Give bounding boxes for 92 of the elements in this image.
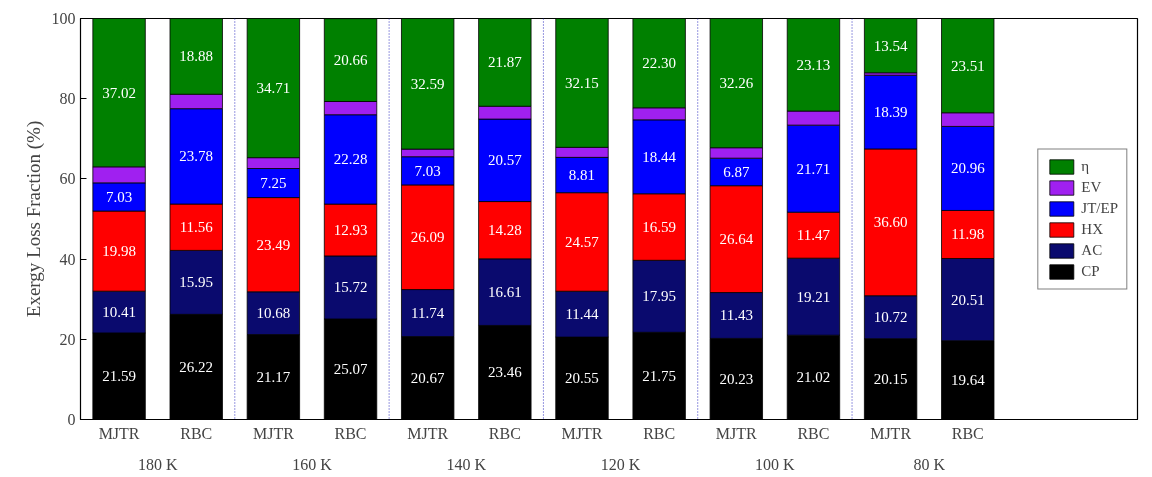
data-label: 36.60 [873, 214, 908, 231]
data-label: 17.95 [642, 288, 677, 305]
text: 80 K [913, 455, 946, 473]
data-label: 20.67 [410, 370, 446, 387]
legend-label: η [1081, 157, 1091, 175]
data-label: 16.59 [642, 219, 677, 236]
data-label: 18.88 [179, 48, 214, 65]
data-label: 15.95 [179, 274, 214, 291]
data-label: 20.55 [565, 370, 599, 387]
data-label: 22.28 [333, 151, 368, 168]
data-label: 11.98 [951, 226, 985, 243]
data-label: 21.87 [487, 54, 523, 71]
data-label: 13.54 [873, 37, 908, 54]
data-label: 22.30 [642, 55, 677, 72]
data-label: 20.15 [873, 371, 908, 388]
text: 140 K [446, 455, 487, 473]
data-label: 12.93 [333, 222, 368, 239]
x-tick-label: MJTR [561, 424, 603, 442]
data-label: 7.03 [105, 188, 133, 205]
y-tick-label: 60 [59, 170, 76, 188]
data-label: 7.03 [414, 162, 441, 179]
x-tick-label: MJTR [98, 424, 140, 442]
text: 160 K [292, 455, 333, 473]
data-label: 20.23 [719, 370, 754, 387]
data-label: 8.81 [568, 167, 596, 184]
data-label: 7.25 [260, 175, 287, 192]
legend-label: EV [1081, 178, 1102, 196]
data-label: 20.96 [950, 160, 986, 177]
data-label: 15.72 [333, 279, 368, 296]
y-tick-label: 100 [51, 10, 76, 27]
data-label: 19.21 [796, 288, 831, 305]
data-label: 11.44 [565, 306, 600, 323]
y-tick-label: 20 [59, 330, 76, 348]
data-label: 26.09 [410, 229, 445, 246]
data-label: 6.87 [723, 163, 750, 180]
data-label: 25.07 [333, 361, 368, 378]
data-label: 20.57 [487, 152, 523, 169]
legend-label: JT/EP [1081, 199, 1118, 217]
data-label: 21.59 [102, 368, 136, 385]
text: 100 K [755, 455, 796, 473]
x-tick-label: RBC [643, 424, 676, 442]
data-label: 14.28 [487, 222, 522, 239]
data-label: 16.61 [487, 284, 522, 301]
data-label: 11.47 [796, 227, 831, 244]
data-label: 18.39 [873, 104, 908, 121]
data-label: 21.71 [796, 160, 831, 177]
data-label: 20.51 [950, 291, 985, 308]
data-label: 19.64 [950, 372, 986, 389]
legend-label: CP [1081, 262, 1101, 280]
data-label: 23.49 [256, 236, 291, 253]
data-label: 11.56 [179, 219, 214, 236]
data-label: 21.75 [642, 367, 677, 384]
x-tick-label: RBC [334, 424, 367, 442]
data-label: 32.15 [565, 74, 599, 91]
y-tick-label: 80 [59, 90, 76, 108]
data-label: 23.51 [950, 57, 985, 74]
y-axis-title: Exergy Loss Fraction (%) [22, 120, 45, 318]
data-label: 26.64 [719, 231, 754, 248]
data-label: 11.43 [719, 307, 753, 324]
x-tick-label: MJTR [870, 424, 912, 442]
x-tick-label: RBC [797, 424, 830, 442]
x-tick-label: RBC [951, 424, 984, 442]
data-label: 23.78 [179, 148, 214, 165]
data-label: 37.02 [102, 84, 136, 101]
x-tick-label: MJTR [407, 424, 449, 442]
data-label: 23.46 [487, 364, 523, 381]
legend-label: AC [1081, 241, 1103, 259]
legend-label: HX [1081, 220, 1103, 238]
x-tick-label: RBC [180, 424, 213, 442]
data-label: 32.26 [719, 75, 754, 92]
data-label: 21.17 [256, 369, 291, 386]
text: 120 K [600, 455, 641, 473]
x-tick-label: MJTR [252, 424, 295, 442]
text: 180 K [137, 455, 178, 473]
data-label: 20.66 [333, 52, 368, 69]
data-label: 32.59 [410, 75, 445, 92]
data-label: 10.68 [256, 305, 291, 322]
data-label: 26.22 [179, 358, 214, 375]
data-label: 21.02 [796, 369, 831, 386]
data-label: 24.57 [565, 233, 600, 250]
data-label: 11.74 [411, 305, 445, 322]
x-tick-label: RBC [488, 424, 521, 442]
y-tick-label: 40 [59, 250, 76, 268]
y-tick-label: 0 [67, 411, 76, 428]
data-label: 19.98 [102, 243, 136, 260]
data-label: 34.71 [256, 80, 291, 97]
data-label: 10.72 [873, 309, 908, 326]
bar [863, 18, 918, 74]
data-label: 18.44 [642, 148, 677, 165]
data-label: 23.13 [796, 56, 831, 73]
x-tick-label: MJTR [715, 424, 758, 442]
data-label: 10.41 [102, 304, 136, 321]
